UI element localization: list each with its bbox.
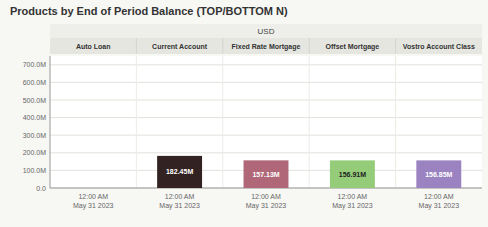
data-label: 157.13M <box>252 171 279 178</box>
category-divider <box>395 56 396 188</box>
data-label: 156.91M <box>339 171 366 178</box>
x-annotation-line: May 31 2023 <box>419 202 460 210</box>
title: Products by End of Period Balance (TOP/B… <box>10 5 288 17</box>
x-annotation-line: 12:00 AM <box>424 193 454 200</box>
grid-line <box>50 117 482 118</box>
grid-line <box>50 152 482 153</box>
y-tick-label: 600.0M <box>23 79 47 86</box>
header-divider <box>136 38 137 54</box>
grid-line <box>50 100 482 101</box>
category-label: Vostro Account Class <box>403 43 475 50</box>
x-annotation-line: 12:00 AM <box>165 193 195 200</box>
header-divider <box>395 38 396 54</box>
x-annotation-line: May 31 2023 <box>73 202 114 210</box>
data-label: 182.45M <box>166 168 193 175</box>
x-annotation-line: 12:00 AM <box>78 193 108 200</box>
y-tick-label: 100.0M <box>23 167 47 174</box>
bar <box>157 156 202 188</box>
x-annotation: 12:00 AM May 31 2023 <box>159 193 200 210</box>
category-header-row <box>50 38 482 54</box>
bar <box>71 188 116 189</box>
x-annotation: 12:00 AM May 31 2023 <box>73 193 114 210</box>
data-labels: 182.45M 157.13M 156.91M 156.85M <box>166 168 453 177</box>
x-annotation-line: May 31 2023 <box>246 202 287 210</box>
category-label: Offset Mortgage <box>326 43 380 51</box>
background <box>0 0 488 227</box>
header-divider <box>309 38 310 54</box>
grid-line <box>50 135 482 136</box>
y-tick-label: 500.0M <box>23 97 47 104</box>
y-axis-line <box>50 56 51 188</box>
bar <box>416 160 461 188</box>
bar <box>330 160 375 188</box>
plot-area <box>50 56 482 188</box>
category-divider <box>222 56 223 188</box>
category-divider <box>136 56 137 188</box>
category-label: Current Account <box>152 43 208 50</box>
y-tick-label: 0.0 <box>36 185 46 192</box>
bar <box>244 160 289 188</box>
bars <box>157 156 461 188</box>
y-tick-label: 400.0M <box>23 114 47 121</box>
x-annotation: 12:00 AM May 31 2023 <box>246 193 287 210</box>
subtitle: USD <box>258 27 275 36</box>
y-tick-label: 300.0M <box>23 132 47 139</box>
data-label: 156.85M <box>425 171 452 178</box>
x-annotation-line: May 31 2023 <box>159 202 200 210</box>
y-tick-label: 700.0M <box>23 61 47 68</box>
x-annotation-line: May 31 2023 <box>332 202 373 210</box>
x-annotation-line: 12:00 AM <box>251 193 281 200</box>
header-divider <box>222 38 223 54</box>
x-annotation-line: 12:00 AM <box>338 193 368 200</box>
x-annotation: 12:00 AM May 31 2023 <box>332 193 373 210</box>
grid-line <box>50 82 482 83</box>
category-label: Fixed Rate Mortgage <box>232 43 301 51</box>
grid-line <box>50 64 482 65</box>
x-annotation: 12:00 AM May 31 2023 <box>419 193 460 210</box>
subtitle-row <box>50 24 482 38</box>
y-tick-label: 200.0M <box>23 149 47 156</box>
category-label: Auto Loan <box>76 43 111 50</box>
category-divider <box>309 56 310 188</box>
chart: Products by End of Period Balance (TOP/B… <box>0 0 488 227</box>
